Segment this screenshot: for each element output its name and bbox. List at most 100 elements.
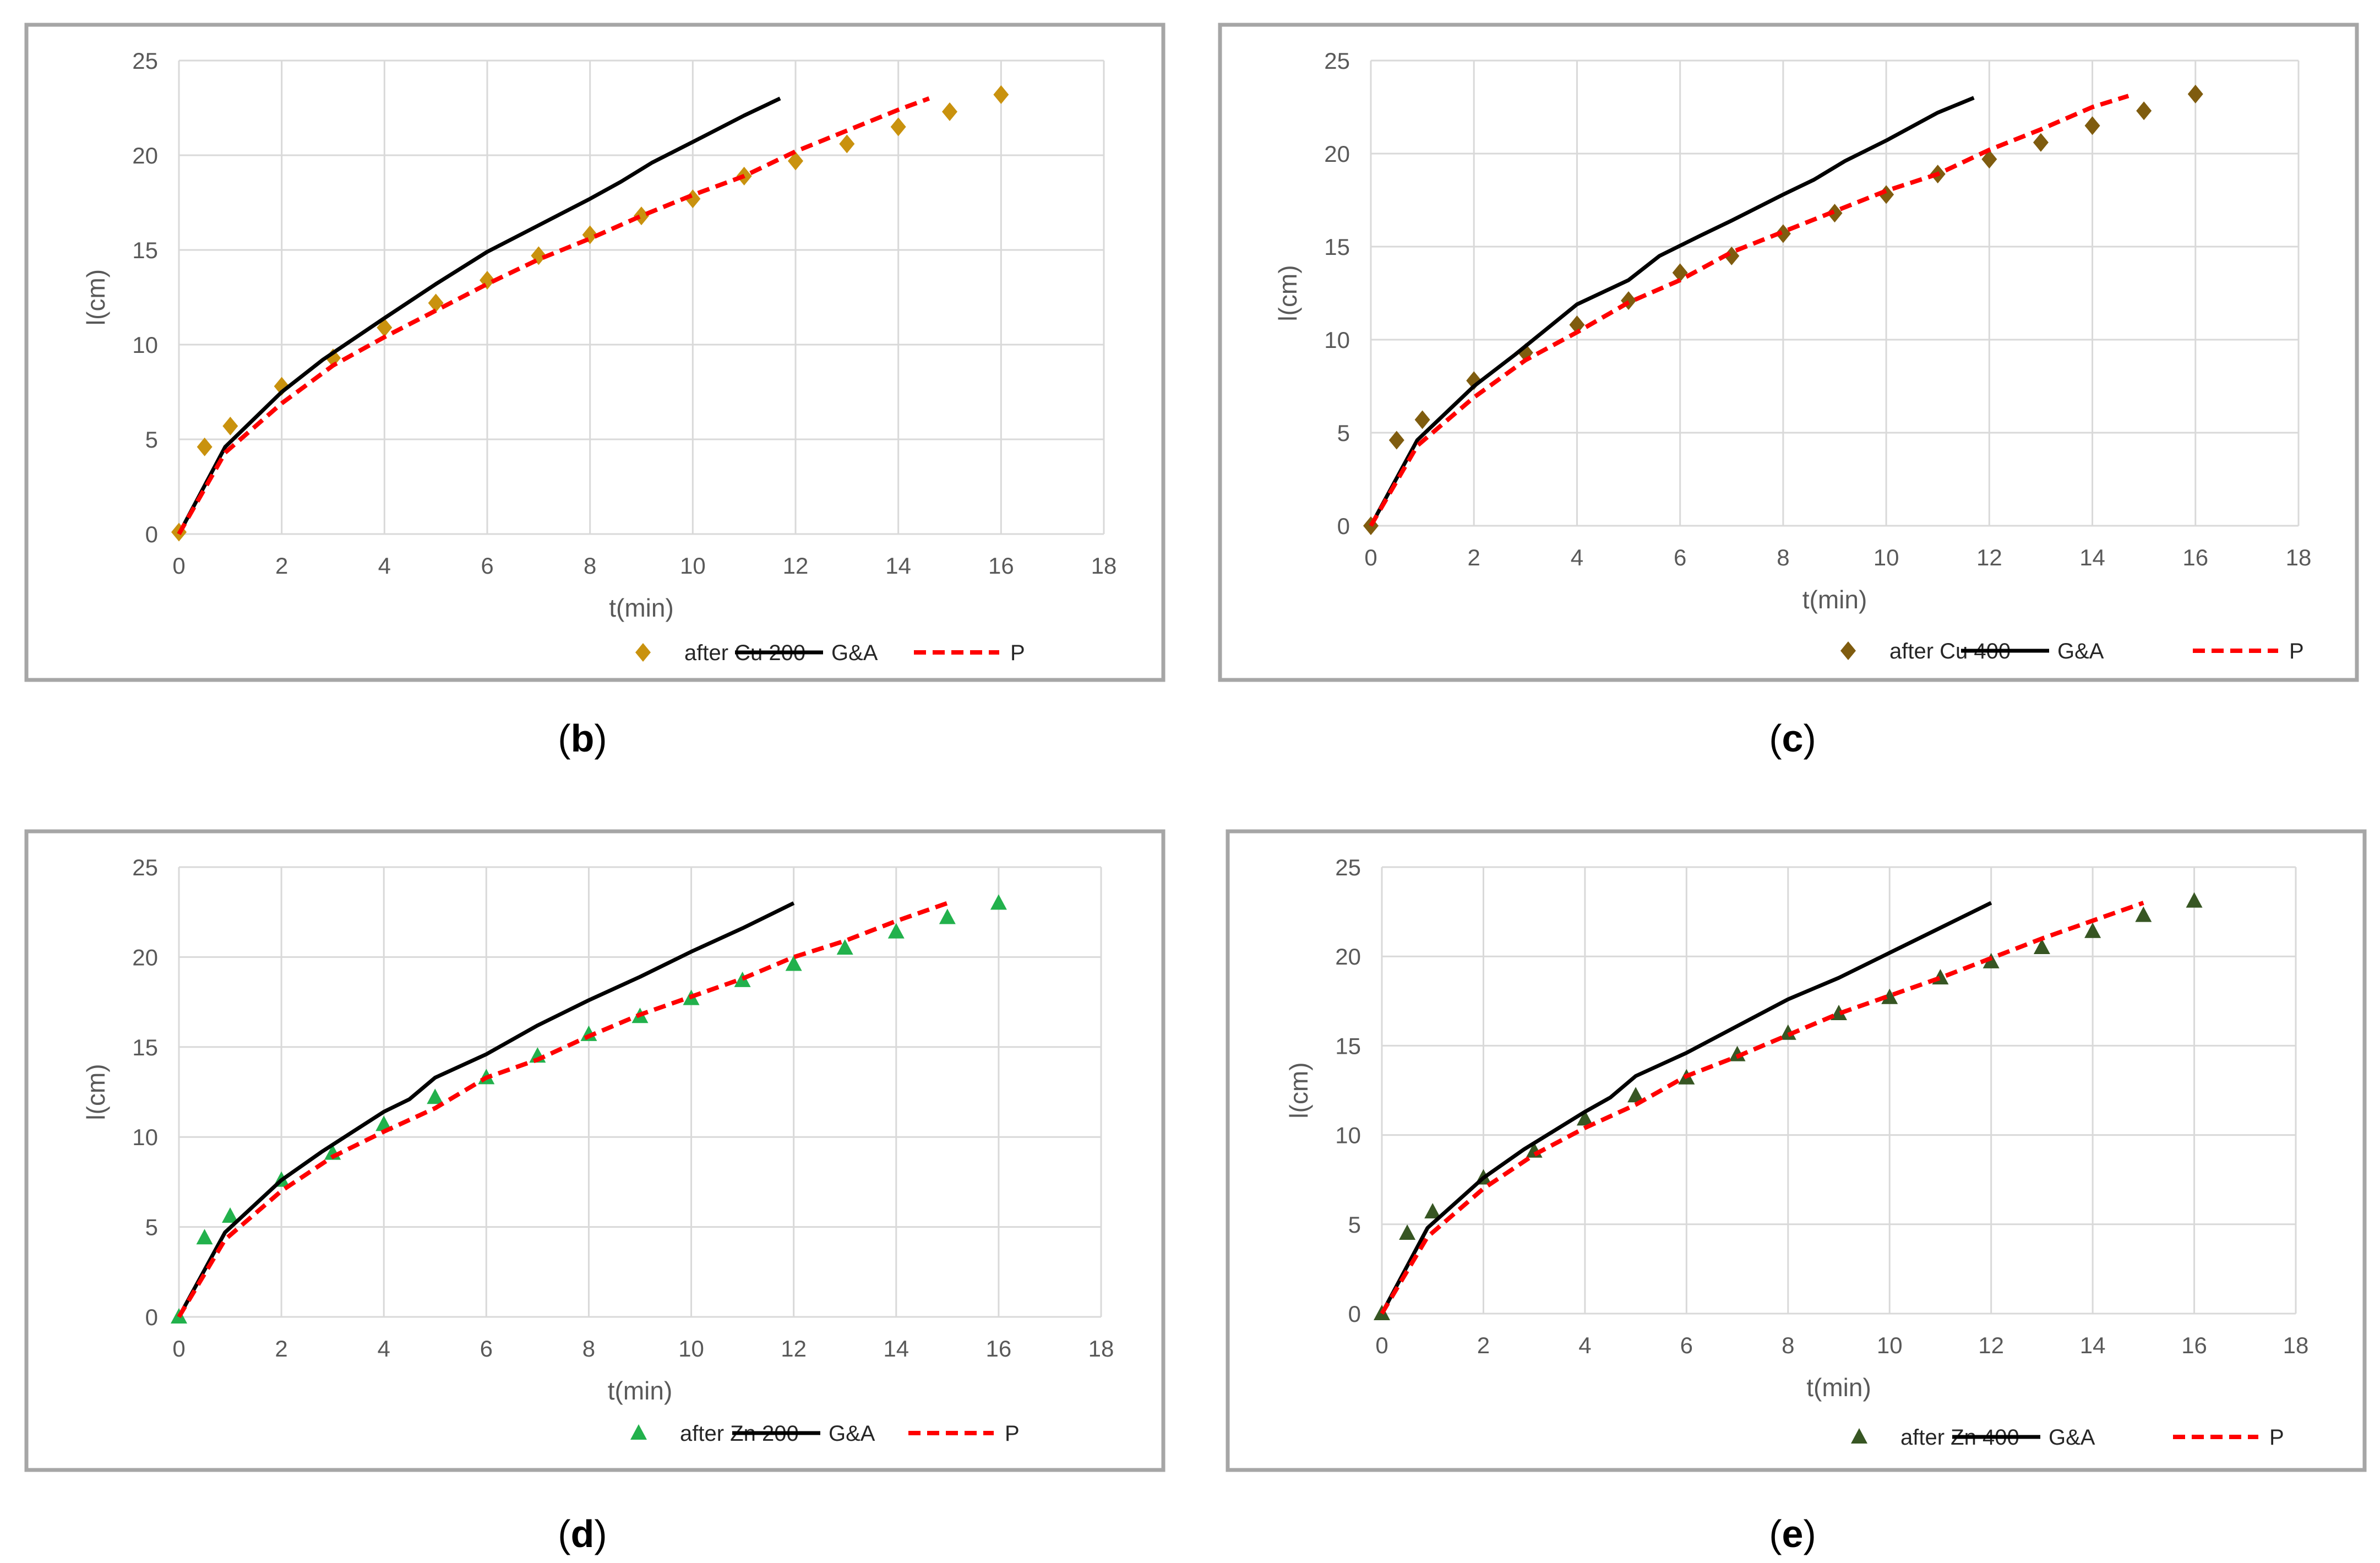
legend: after Cu 400 G&A P [1840,639,2304,663]
data-point [1779,1024,1796,1040]
legend-marker [630,1424,647,1440]
data-point [839,134,855,154]
x-tick-label: 2 [1477,1332,1490,1358]
panel-caption: (e) [1769,1512,1816,1555]
panel-frame [1226,829,2367,1472]
data-point [788,151,803,171]
data-point [1672,263,1688,282]
x-axis-label: t(min) [608,1376,673,1405]
y-tick-label: 20 [1335,944,1361,970]
data-point [990,894,1007,910]
y-tick-label: 25 [1324,48,1350,74]
data-point [734,971,751,987]
y-tick-label: 25 [132,854,158,880]
y-tick-label: 20 [132,143,158,168]
data-point [785,955,802,971]
x-tick-label: 0 [172,553,185,579]
x-tick-label: 0 [1375,1332,1388,1358]
x-tick-label: 12 [781,1336,807,1362]
y-tick-label: 15 [1324,234,1350,260]
y-tick-label: 10 [132,332,158,358]
data-point [274,377,290,396]
x-tick-label: 18 [2286,544,2312,570]
y-tick-label: 15 [132,237,158,263]
data-point [1724,246,1740,265]
y-tick-label: 15 [1335,1033,1361,1059]
series-line-ga [177,901,795,1318]
x-tick-label: 0 [1364,544,1377,570]
data-point [685,189,701,209]
data-point [1627,1087,1644,1103]
series-line-p [177,96,930,535]
x-tick-label: 18 [2283,1332,2309,1358]
data-point [1729,1045,1746,1061]
y-tick-label: 25 [132,48,158,74]
y-tick-label: 0 [1348,1301,1361,1327]
series-line-p [1369,94,2130,527]
x-tick-label: 16 [2182,544,2208,570]
x-tick-label: 12 [1978,1332,2004,1358]
legend: after Cu 200 G&A P [635,641,1025,665]
x-axis-label: t(min) [1806,1373,1871,1402]
y-tick-label: 20 [132,944,158,970]
x-axis-label: t(min) [609,593,674,622]
data-point [197,437,213,456]
x-tick-label: 8 [1777,544,1789,570]
data-point [939,908,956,924]
legend-label: P [1005,1422,1020,1446]
series-line-ga [1369,96,1975,527]
data-point [1878,185,1894,204]
y-tick-label: 25 [1335,854,1361,880]
y-tick-label: 10 [1335,1123,1361,1148]
data-point [1981,150,1997,169]
panel-frame [24,23,1166,682]
legend-marker [635,643,651,662]
x-tick-label: 12 [783,553,809,579]
data-point [222,1207,239,1223]
x-tick-label: 2 [275,553,288,579]
x-tick-label: 10 [1873,544,1899,570]
x-tick-label: 6 [481,553,493,579]
y-tick-label: 0 [145,1304,158,1330]
x-tick-label: 10 [678,1336,704,1362]
data-point [1775,224,1791,243]
x-tick-label: 14 [883,1336,909,1362]
series-line-ga [1380,901,1992,1315]
legend-marker [1840,641,1856,660]
legend-label: G&A [829,1422,875,1446]
y-tick-label: 5 [145,1215,158,1240]
data-point [428,293,444,313]
x-tick-label: 8 [584,553,596,579]
panel-caption: (b) [558,717,607,760]
data-point [1414,410,1430,429]
legend-marker [1851,1428,1867,1444]
x-tick-label: 16 [988,553,1014,579]
data-point [942,102,957,121]
data-point [634,206,649,226]
data-point [1827,204,1843,223]
legend-label: P [2269,1425,2284,1450]
data-point [993,85,1009,104]
x-axis-label: t(min) [1802,585,1867,614]
x-tick-label: 16 [986,1336,1012,1362]
legend-label: P [2289,639,2304,663]
y-axis-label: l(cm) [1284,1062,1313,1118]
y-tick-label: 5 [1337,420,1350,446]
data-point [2033,938,2050,954]
data-point [222,416,238,435]
y-tick-label: 10 [1324,327,1350,353]
panel-caption: (c) [1769,717,1816,760]
x-tick-label: 6 [1680,1332,1693,1358]
x-tick-label: 10 [680,553,706,579]
x-tick-label: 14 [2079,544,2105,570]
data-point [1569,315,1585,334]
x-tick-label: 4 [1571,544,1583,570]
data-point [2084,116,2100,135]
data-point [2135,906,2152,922]
y-tick-label: 0 [145,521,158,547]
y-tick-label: 5 [145,427,158,453]
panel-frame [1218,23,2359,682]
y-axis-label: l(cm) [1273,265,1302,321]
